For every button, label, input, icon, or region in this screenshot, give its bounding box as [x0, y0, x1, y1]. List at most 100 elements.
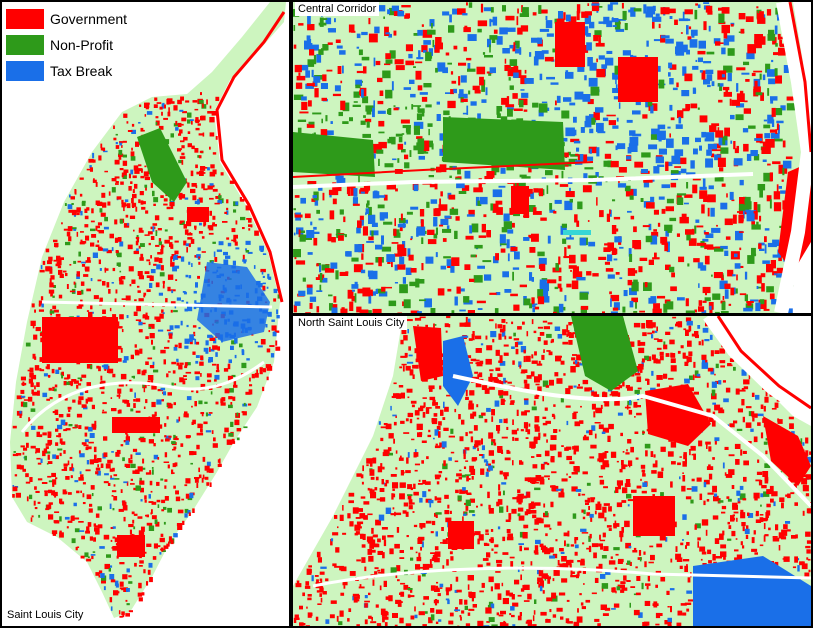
nonprofit-parcel: [187, 119, 191, 124]
government-parcel: [488, 432, 494, 439]
government-parcel: [315, 277, 323, 280]
taxbreak-parcel: [31, 425, 36, 430]
government-parcel: [618, 167, 627, 173]
nonprofit-parcel: [119, 270, 122, 273]
government-parcel: [485, 463, 491, 466]
government-parcel: [212, 345, 218, 350]
taxbreak-parcel: [597, 131, 606, 134]
government-parcel: [203, 167, 208, 169]
taxbreak-parcel: [173, 533, 178, 538]
nonprofit-parcel: [130, 408, 134, 412]
government-parcel: [410, 615, 415, 620]
government-parcel: [46, 398, 50, 401]
government-parcel: [135, 319, 141, 321]
government-parcel: [537, 326, 544, 329]
government-parcel: [369, 469, 375, 476]
government-parcel: [181, 145, 185, 149]
government-parcel: [174, 344, 178, 348]
taxbreak-parcel: [750, 150, 758, 157]
government-parcel: [394, 218, 396, 227]
government-parcel: [664, 242, 668, 252]
taxbreak-parcel: [413, 121, 424, 129]
government-parcel: [202, 102, 204, 108]
government-parcel: [130, 181, 133, 184]
government-parcel: [163, 117, 168, 120]
taxbreak-parcel: [100, 573, 105, 578]
government-parcel: [359, 215, 364, 223]
taxbreak-parcel: [440, 218, 449, 225]
government-parcel: [626, 580, 631, 582]
taxbreak-parcel: [484, 274, 492, 281]
government-parcel: [652, 308, 662, 313]
nonprofit-parcel: [92, 551, 96, 553]
government-parcel: [474, 444, 479, 448]
government-parcel: [703, 479, 710, 485]
taxbreak-parcel: [408, 354, 413, 357]
government-parcel: [438, 204, 448, 211]
government-parcel: [737, 500, 741, 504]
government-parcel: [400, 213, 403, 221]
taxbreak-parcel: [554, 326, 561, 331]
government-parcel: [136, 237, 139, 243]
government-parcel: [651, 354, 656, 360]
government-parcel: [192, 195, 197, 201]
nonprofit-parcel: [601, 555, 607, 559]
government-parcel: [91, 555, 94, 560]
government-parcel: [63, 466, 68, 471]
government-parcel: [151, 384, 157, 390]
government-parcel: [580, 305, 589, 310]
government-parcel: [555, 539, 558, 542]
government-parcel: [302, 592, 305, 597]
taxbreak-parcel: [778, 186, 782, 189]
government-parcel: [170, 301, 176, 306]
nonprofit-parcel: [549, 203, 553, 211]
nonprofit-parcel: [786, 103, 796, 111]
government-parcel: [374, 567, 379, 570]
government-parcel: [160, 439, 164, 442]
government-parcel: [410, 400, 417, 404]
government-parcel: [727, 363, 732, 366]
taxbreak-parcel: [595, 107, 604, 113]
government-parcel: [173, 485, 176, 489]
taxbreak-parcel: [318, 218, 324, 221]
government-parcel: [665, 206, 674, 212]
taxbreak-parcel: [266, 286, 269, 289]
government-parcel: [586, 512, 591, 516]
government-parcel: [598, 453, 604, 460]
government-parcel: [123, 113, 128, 118]
government-parcel: [658, 23, 661, 29]
taxbreak-parcel: [262, 253, 267, 255]
nonprofit-parcel: [757, 184, 766, 191]
nonprofit-parcel: [322, 44, 329, 51]
government-parcel: [68, 209, 73, 213]
government-parcel: [130, 478, 133, 481]
government-parcel: [488, 450, 494, 456]
taxbreak-parcel: [650, 296, 657, 304]
nonprofit-parcel: [757, 11, 760, 14]
government-parcel: [202, 132, 205, 137]
government-parcel: [745, 79, 750, 82]
nonprofit-parcel: [376, 288, 386, 294]
government-parcel: [597, 623, 601, 626]
government-parcel: [171, 469, 174, 475]
government-parcel: [417, 538, 423, 544]
government-parcel: [722, 380, 726, 383]
government-parcel: [65, 428, 71, 431]
government-parcel: [684, 9, 693, 15]
government-parcel: [611, 247, 617, 255]
government-parcel: [385, 423, 392, 430]
government-parcel: [509, 394, 512, 400]
government-parcel: [421, 144, 430, 152]
taxbreak-parcel: [504, 289, 512, 293]
government-parcel: [759, 544, 764, 547]
government-parcel: [307, 597, 312, 601]
government-parcel: [415, 61, 423, 64]
government-parcel: [173, 438, 179, 441]
taxbreak-parcel: [537, 37, 543, 44]
government-parcel: [761, 283, 765, 292]
government-parcel: [477, 538, 480, 545]
taxbreak-parcel: [379, 212, 388, 219]
government-parcel: [771, 107, 776, 117]
government-parcel: [183, 224, 187, 229]
government-parcel: [391, 242, 399, 244]
